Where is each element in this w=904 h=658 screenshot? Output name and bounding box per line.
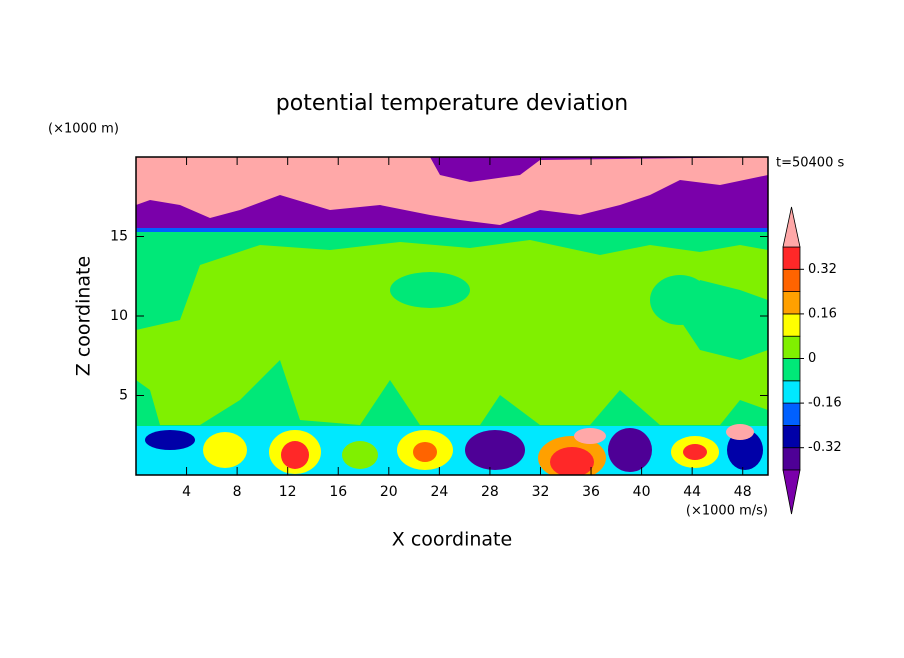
- y-tick-label: 10: [110, 308, 128, 324]
- x-tick-label: 16: [329, 484, 347, 500]
- field-region: [608, 428, 652, 472]
- colorbar-tick-label: 0: [808, 351, 816, 366]
- field-region: [550, 447, 594, 475]
- x-units: (×1000 m/s): [686, 504, 768, 519]
- x-tick-label: 24: [430, 484, 448, 500]
- field-region: [136, 157, 768, 225]
- field-region: [145, 430, 195, 450]
- field-region: [342, 441, 378, 469]
- y-units: (×1000 m): [48, 122, 119, 137]
- x-tick-label: 8: [233, 484, 242, 500]
- x-tick-label: 4: [182, 484, 191, 500]
- field-region: [574, 428, 606, 444]
- colorbar-band: [782, 380, 801, 404]
- colorbar-extend-low: [782, 469, 801, 515]
- colorbar-band: [782, 268, 801, 292]
- colorbar-band: [782, 291, 801, 315]
- x-tick-label: 32: [532, 484, 550, 500]
- y-tick-label: 15: [110, 229, 128, 245]
- annotation: t=50400 s: [776, 156, 844, 171]
- y-tick-label: 5: [119, 388, 128, 404]
- x-axis-label: X coordinate: [392, 529, 512, 551]
- colorbar-band: [782, 424, 801, 449]
- x-tick-label: 36: [582, 484, 600, 500]
- colorbar-band: [782, 447, 801, 471]
- chart-title: potential temperature deviation: [276, 91, 628, 116]
- colorbar-band: [782, 246, 801, 270]
- colorbar-tick-label: -0.16: [808, 396, 842, 411]
- field-region: [726, 424, 754, 440]
- colorbar-tick-label: 0.32: [808, 262, 837, 277]
- field-region: [203, 432, 247, 468]
- colorbar-tick-label: 0.16: [808, 306, 837, 321]
- x-tick-label: 28: [481, 484, 499, 500]
- x-tick-label: 12: [279, 484, 297, 500]
- field-region: [683, 444, 707, 460]
- y-axis-label: Z coordinate: [73, 256, 95, 376]
- field-region: [727, 430, 763, 470]
- colorbar-band: [782, 313, 801, 337]
- contour-field: [136, 157, 768, 475]
- field-region: [413, 442, 437, 462]
- colorbar-band: [782, 358, 801, 382]
- field-region: [650, 275, 710, 325]
- field-region: [281, 441, 309, 469]
- x-tick-label: 20: [380, 484, 398, 500]
- colorbar-band: [782, 402, 801, 426]
- colorbar-band: [782, 335, 801, 359]
- field-region: [136, 240, 768, 425]
- field-region: [465, 430, 525, 470]
- x-tick-label: 44: [683, 484, 701, 500]
- x-tick-label: 40: [633, 484, 651, 500]
- field-region: [390, 272, 470, 308]
- field-region: [136, 228, 768, 232]
- colorbar-extend-high: [782, 206, 801, 248]
- x-tick-label: 48: [734, 484, 752, 500]
- colorbar-tick-label: -0.32: [808, 440, 842, 455]
